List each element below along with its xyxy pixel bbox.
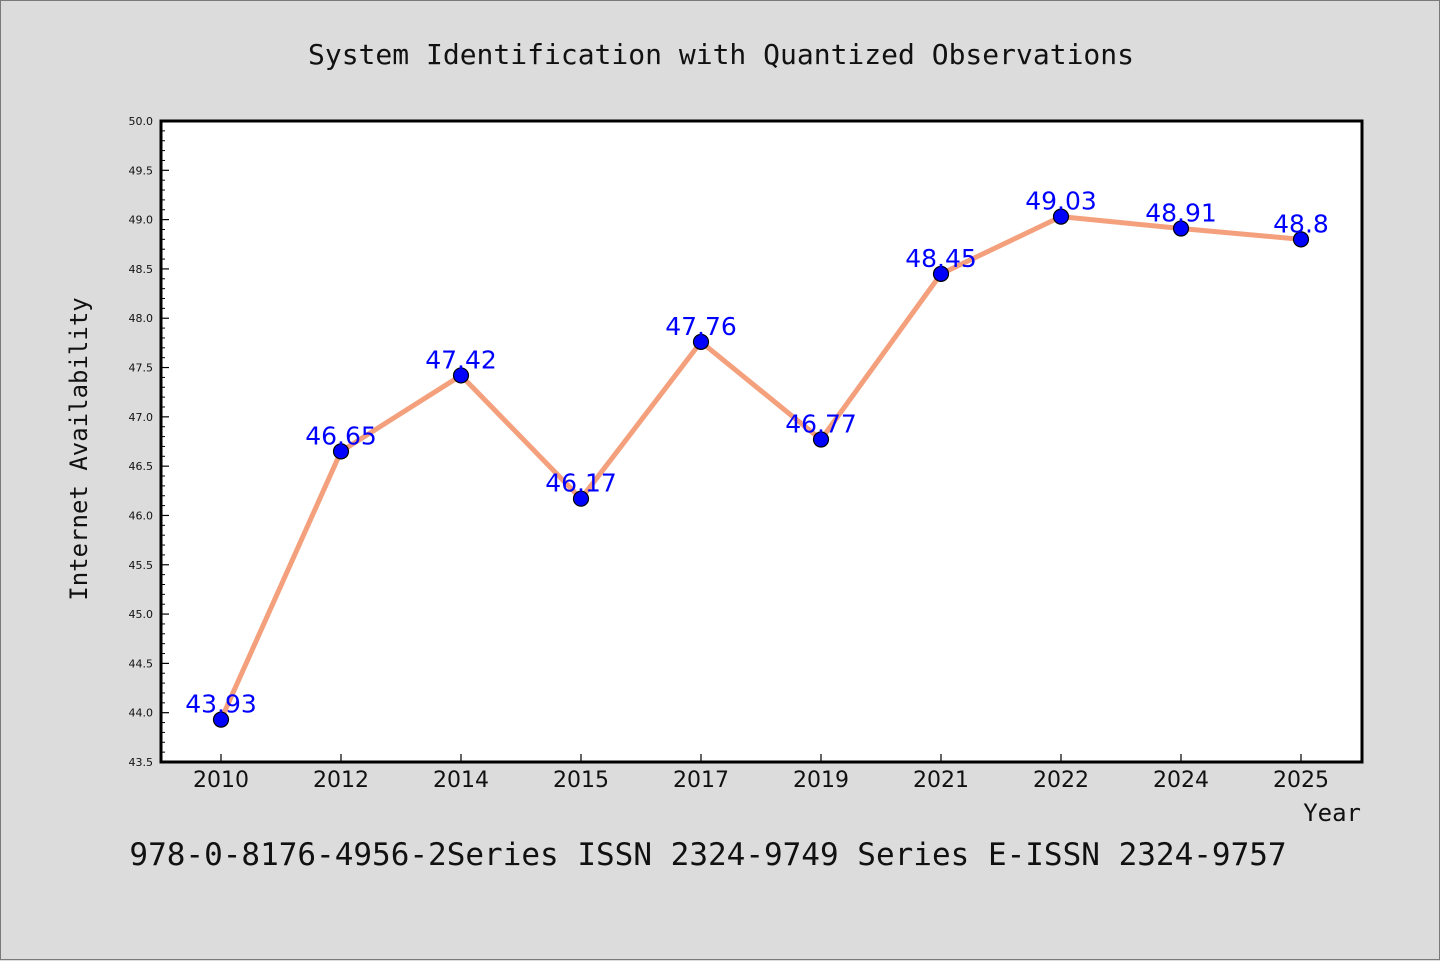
data-point	[1292, 231, 1310, 248]
series-line	[218, 214, 1304, 723]
data-point	[812, 431, 830, 448]
y-tick-label: 49.0	[129, 214, 154, 227]
y-tick-label: 43.5	[129, 756, 154, 769]
x-tick-label: 2010	[193, 768, 249, 793]
x-tick-label: 2022	[1033, 768, 1089, 793]
data-label: 48.45	[905, 244, 977, 273]
x-axis: 2010 2012 2014 2015 2017 2019 2021 2022 2024 2025	[193, 754, 1329, 793]
y-tick-label: 49.5	[129, 164, 154, 177]
data-labels: 43.93 46.65 47.42 46.17 47.76 46.77 48.45 49.03…	[185, 187, 1329, 719]
x-tick-label: 2019	[793, 768, 849, 793]
y-tick-label: 47.5	[129, 362, 154, 375]
y-tick-label: 48.5	[129, 263, 154, 276]
y-tick-label: 50.0	[129, 115, 154, 128]
data-label: 48.91	[1145, 198, 1217, 227]
x-tick-label: 2014	[433, 768, 489, 793]
x-tick-label: 2017	[673, 768, 729, 793]
y-tick-label: 45.5	[129, 559, 154, 572]
y-tick-label: 45.0	[129, 608, 154, 621]
data-label: 47.76	[665, 312, 737, 341]
data-point	[572, 490, 590, 507]
y-tick-label: 47.0	[129, 411, 154, 424]
chart-title: System Identification with Quantized Obs…	[308, 38, 1134, 71]
x-tick-label: 2015	[553, 768, 609, 793]
y-tick-label: 44.5	[129, 657, 154, 670]
x-tick-label: 2024	[1153, 768, 1209, 793]
data-point	[1172, 220, 1190, 237]
data-label: 49.03	[1025, 187, 1097, 216]
series-markers	[212, 208, 1310, 728]
plot-border	[159, 119, 1364, 764]
data-point	[332, 443, 350, 460]
footer-identifiers: 978-0-8176-4956-2Series ISSN 2324-9749 S…	[129, 837, 1286, 873]
data-point	[1052, 208, 1070, 225]
y-tick-label: 48.0	[129, 312, 154, 325]
y-axis: 43.5 44.0 44.5 45.0 45.5 46.0 46.5 47.0 47.5 48.0…	[129, 115, 169, 769]
data-label: 46.77	[785, 410, 857, 439]
data-point	[452, 367, 470, 384]
data-label: 46.17	[545, 469, 617, 498]
x-axis-label: Year	[1303, 799, 1361, 827]
y-tick-label: 46.5	[129, 460, 154, 473]
x-tick-label: 2021	[913, 768, 969, 793]
data-label: 46.65	[305, 421, 377, 450]
data-label: 48.8	[1273, 209, 1329, 238]
y-tick-label: 44.0	[129, 707, 154, 720]
data-label: 47.42	[425, 345, 497, 374]
data-label: 43.93	[185, 690, 257, 719]
y-axis-label: Internet Availability	[65, 297, 93, 600]
y-tick-label: 46.0	[129, 509, 154, 522]
x-tick-label: 2012	[313, 768, 369, 793]
data-point	[212, 711, 230, 728]
data-point	[932, 265, 950, 282]
data-point	[692, 333, 710, 350]
x-tick-label: 2025	[1273, 768, 1329, 793]
